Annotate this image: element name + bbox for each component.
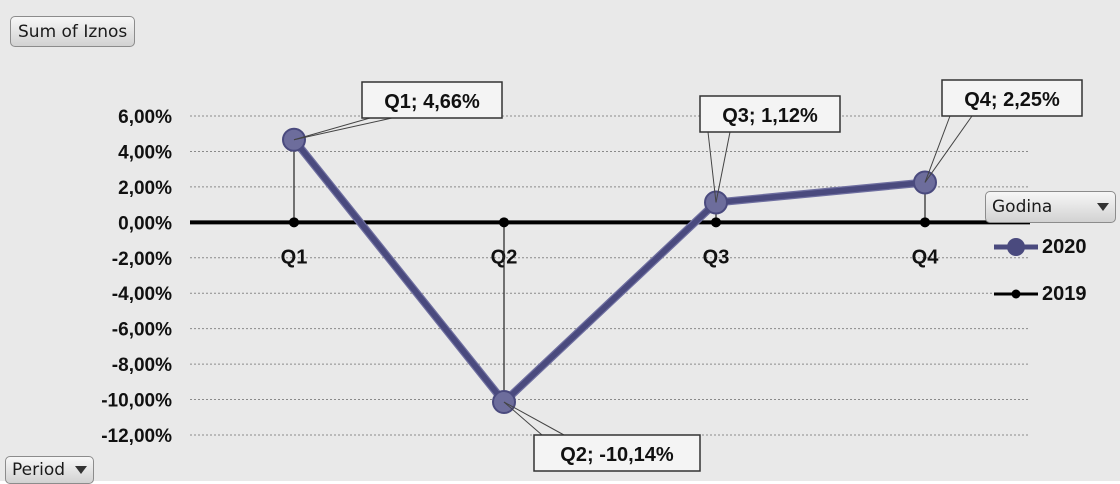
point-2019 xyxy=(289,217,299,228)
y-tick-label: 2,00% xyxy=(118,178,172,199)
legend-item-2020: 2020 xyxy=(990,232,1087,262)
legend-field-label: Godina xyxy=(992,197,1053,217)
chevron-down-icon[interactable] xyxy=(1097,203,1109,211)
callout-leader xyxy=(707,131,717,203)
legend-marker-2020 xyxy=(994,238,1038,256)
data-label: Q1; 4,66% xyxy=(384,91,480,113)
callout-leader xyxy=(293,117,371,141)
callout-leader xyxy=(503,401,543,436)
axis-field-button[interactable]: Period xyxy=(5,456,95,484)
data-label: Q4; 2,25% xyxy=(964,89,1060,111)
y-tick-label: 6,00% xyxy=(118,107,172,128)
x-tick-label: Q3 xyxy=(703,246,730,268)
y-tick-label: -6,00% xyxy=(112,320,172,341)
callout-leader xyxy=(293,117,393,141)
series-line-2020 xyxy=(291,138,926,405)
x-tick-label: Q4 xyxy=(912,246,940,268)
value-field-label: Sum of Iznos xyxy=(18,21,128,42)
y-tick-label: 4,00% xyxy=(118,142,172,163)
point-2019 xyxy=(711,217,721,228)
data-label-box xyxy=(533,434,701,472)
callout-leader xyxy=(503,401,565,436)
legend-marker-2019 xyxy=(994,289,1038,299)
x-tick-label: Q1 xyxy=(281,246,308,268)
y-tick-label: -10,00% xyxy=(101,391,172,412)
y-tick-label: -8,00% xyxy=(112,355,172,376)
data-label: Q2; -10,14% xyxy=(560,444,674,466)
value-field-button[interactable]: Sum of Iznos xyxy=(10,16,136,47)
y-tick-label: 0,00% xyxy=(118,213,172,234)
y-tick-label: -12,00% xyxy=(101,426,172,447)
data-label-box xyxy=(361,81,503,119)
data-label-box xyxy=(941,79,1083,117)
legend-item-2019: 2019 xyxy=(990,279,1087,309)
series-line-2020-shadow xyxy=(290,137,926,407)
axis-field-label: Period xyxy=(12,460,66,480)
y-tick-label: -2,00% xyxy=(112,249,172,270)
callout-leader xyxy=(924,115,973,183)
data-label: Q3; 1,12% xyxy=(722,105,818,127)
point-2019 xyxy=(499,217,509,228)
legend-label-2020: 2020 xyxy=(1042,235,1087,258)
legend-field-button[interactable]: Godina xyxy=(985,191,1116,223)
y-tick-label: -4,00% xyxy=(112,284,172,305)
chevron-down-icon[interactable] xyxy=(75,466,88,474)
callout-leader xyxy=(715,131,731,203)
data-label-box xyxy=(699,95,841,133)
callout-leader xyxy=(924,115,951,183)
point-2019 xyxy=(920,217,930,228)
legend-label-2019: 2019 xyxy=(1042,282,1087,305)
